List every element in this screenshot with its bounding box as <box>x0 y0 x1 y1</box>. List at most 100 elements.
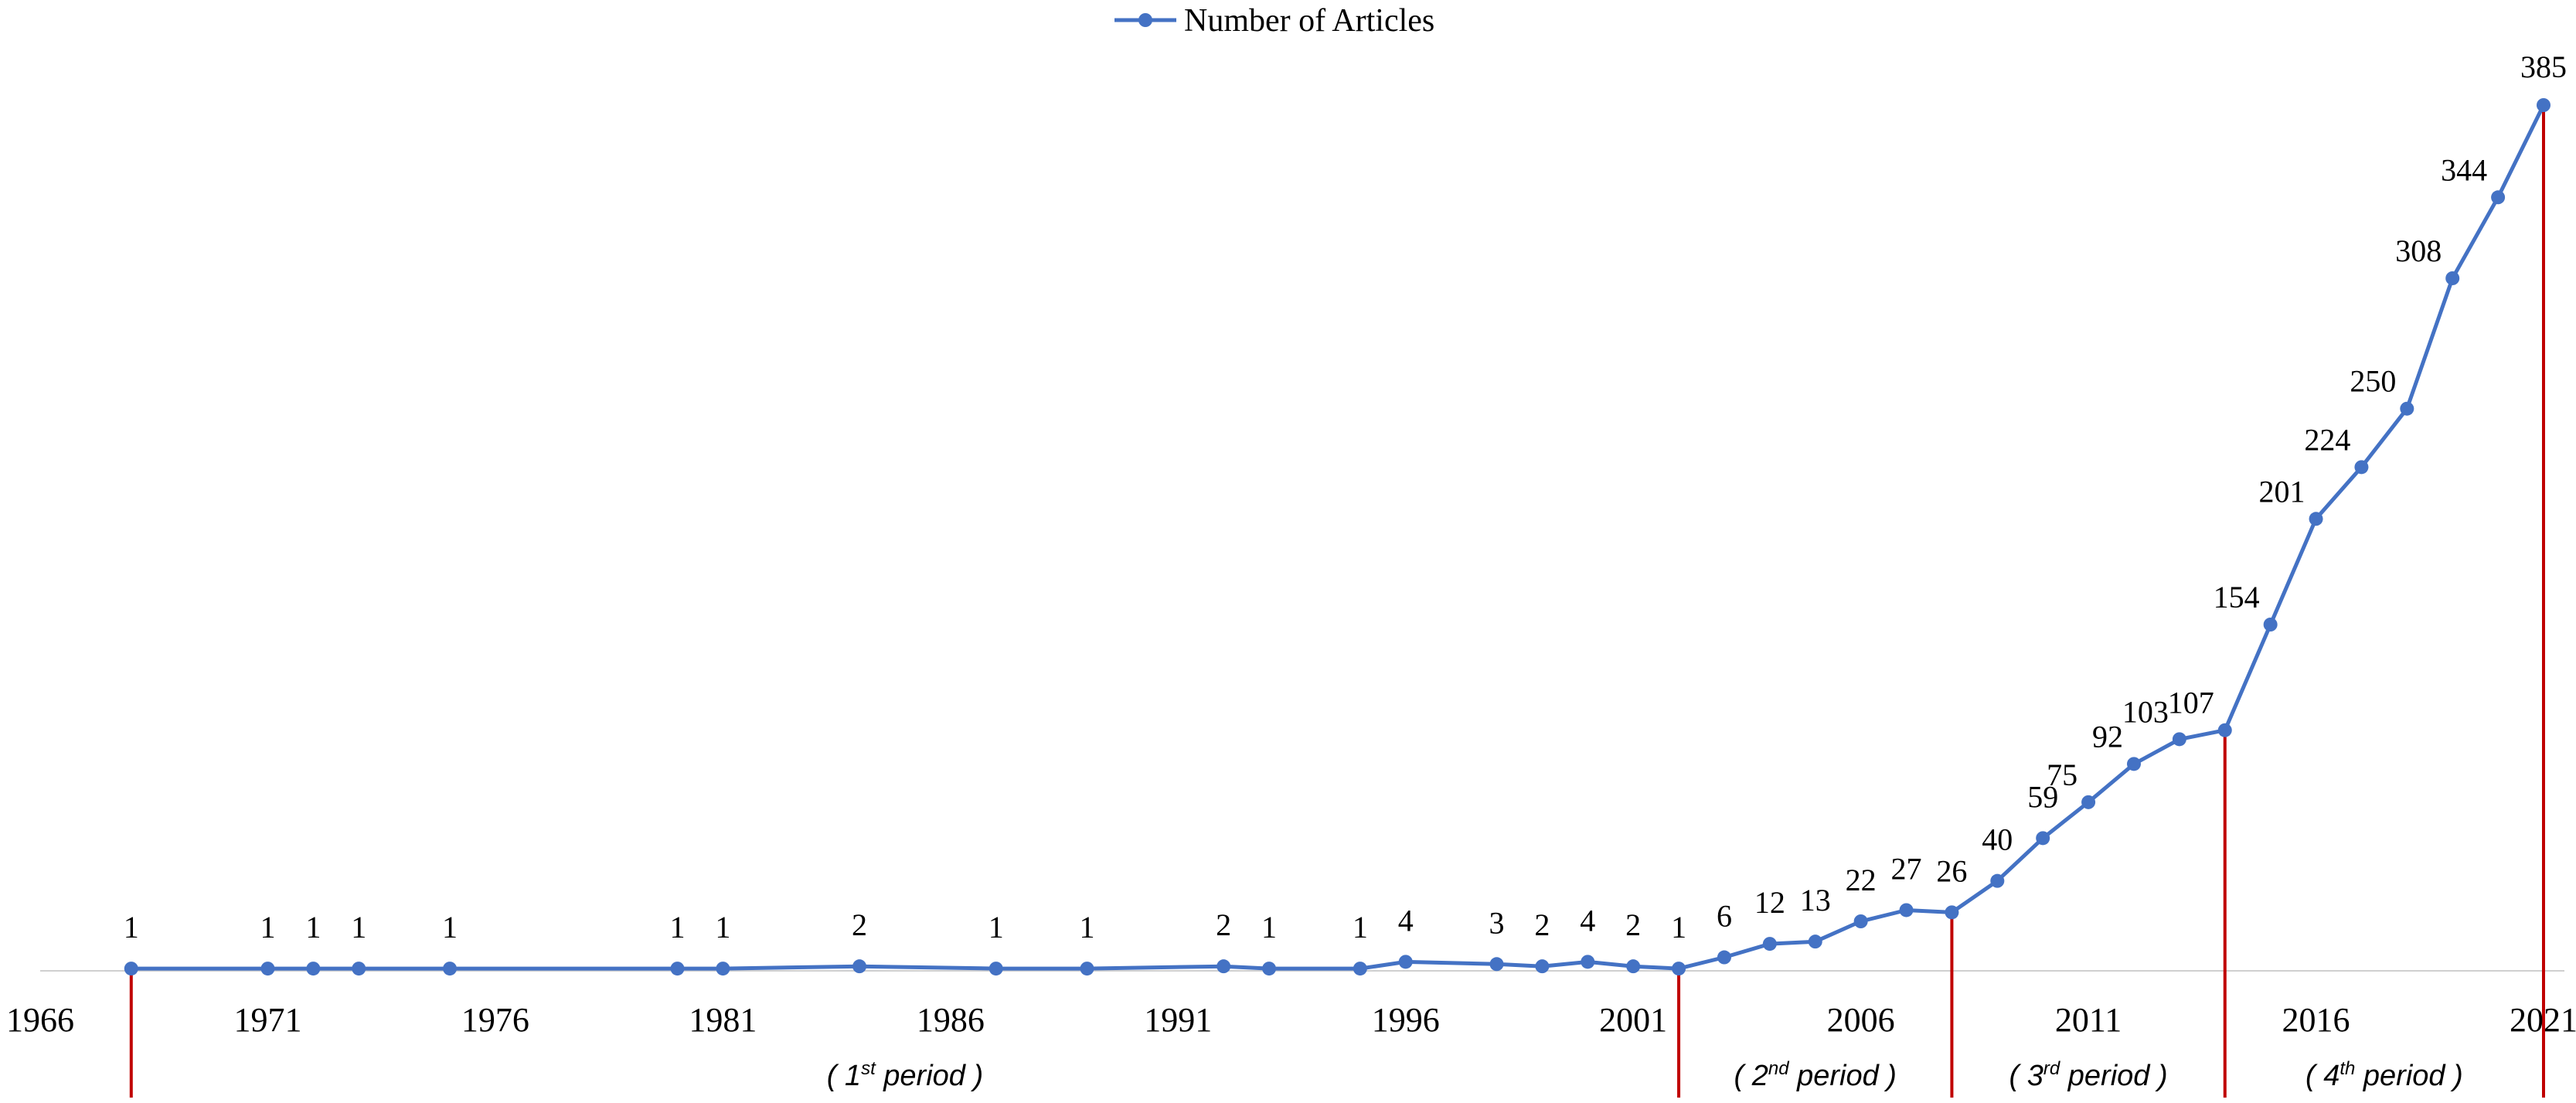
data-point-1984 <box>852 959 867 974</box>
data-point-1995 <box>1353 962 1367 976</box>
data-point-1981 <box>716 962 730 976</box>
data-point-2000 <box>1581 955 1595 969</box>
data-label-2018: 250 <box>2350 364 2396 399</box>
data-label-1980: 1 <box>669 910 685 945</box>
data-label-2014: 107 <box>2168 686 2214 720</box>
data-label-2010: 59 <box>2027 779 2058 814</box>
legend-point-marker <box>1138 13 1152 27</box>
data-point-1999 <box>1535 959 1550 974</box>
data-label-1996: 4 <box>1398 903 1414 938</box>
data-label-1968: 1 <box>124 910 139 945</box>
data-label-1973: 1 <box>351 910 366 945</box>
data-label-2006: 22 <box>1846 863 1877 897</box>
data-point-1992 <box>1217 959 1231 974</box>
data-point-1996 <box>1398 955 1413 969</box>
legend-label: Number of Articles <box>1184 3 1434 39</box>
x-tick-label-1981: 1981 <box>689 1001 757 1039</box>
data-label-2015: 154 <box>2214 580 2260 614</box>
data-point-2015 <box>2263 618 2278 632</box>
x-tick-label-2001: 2001 <box>1599 1001 1667 1039</box>
x-tick-labels: 1966 1971 1976 1981 1986 1991 1996 2001 2006 2011… <box>6 1001 2576 1039</box>
data-label-1975: 1 <box>442 910 458 945</box>
data-label-1972: 1 <box>305 910 321 945</box>
data-point-2018 <box>2400 401 2414 416</box>
data-label-1981: 1 <box>715 910 730 945</box>
data-label-1989: 1 <box>1079 910 1094 945</box>
data-point-2020 <box>2491 190 2506 205</box>
data-point-2006 <box>1853 914 1868 928</box>
data-label-2011: 75 <box>2047 757 2077 792</box>
data-point-2019 <box>2445 271 2460 285</box>
data-label-2016: 201 <box>2259 474 2305 509</box>
x-tick-label-1966: 1966 <box>6 1001 74 1039</box>
data-label-2021: 385 <box>2520 49 2567 84</box>
x-tick-label-2011: 2011 <box>2055 1001 2122 1039</box>
series-number-of-articles <box>124 98 2550 976</box>
x-tick-label-2016: 2016 <box>2282 1001 2350 1039</box>
data-label-1993: 1 <box>1261 910 1277 945</box>
period-labels: ( 1st period ) ( 2nd period ) ( 3rd period… <box>827 1058 2463 1092</box>
data-point-1971 <box>260 962 275 976</box>
data-point-1972 <box>306 962 321 976</box>
data-point-2002 <box>1672 962 1686 976</box>
data-label-2012: 92 <box>2092 719 2123 754</box>
data-point-1987 <box>989 962 1003 976</box>
data-point-2008 <box>1945 905 1959 920</box>
data-label-2013: 103 <box>2122 694 2169 729</box>
data-point-2005 <box>1808 934 1822 949</box>
data-label-2004: 12 <box>1754 885 1785 920</box>
data-label-2020: 344 <box>2441 152 2487 187</box>
data-label-2003: 6 <box>1717 899 1732 934</box>
data-label-1987: 1 <box>989 910 1004 945</box>
data-point-2001 <box>1626 959 1641 974</box>
data-point-2012 <box>2126 757 2141 771</box>
data-label-1995: 1 <box>1353 910 1368 945</box>
x-tick-label-2021: 2021 <box>2510 1001 2576 1039</box>
period-label-4: ( 4th period ) <box>2305 1058 2463 1092</box>
x-tick-label-1986: 1986 <box>917 1001 985 1039</box>
data-label-2008: 26 <box>1936 853 1967 888</box>
period-label-2: ( 2nd period ) <box>1734 1058 1897 1092</box>
data-label-1999: 2 <box>1534 907 1550 942</box>
data-point-2013 <box>2172 732 2186 747</box>
data-point-1973 <box>352 962 366 976</box>
period-label-3: ( 3rd period ) <box>2009 1058 2168 1092</box>
data-point-2021 <box>2537 98 2550 112</box>
period-label-1: ( 1st period ) <box>827 1058 983 1092</box>
data-label-1984: 2 <box>852 907 867 942</box>
x-tick-label-1971: 1971 <box>233 1001 301 1039</box>
data-point-1993 <box>1262 962 1277 976</box>
data-point-2016 <box>2309 512 2323 526</box>
data-label-2000: 4 <box>1580 903 1595 938</box>
data-point-2010 <box>2036 831 2050 846</box>
data-point-2003 <box>1717 950 1731 965</box>
data-label-2001: 2 <box>1625 907 1641 942</box>
data-label-1992: 2 <box>1216 907 1231 942</box>
x-tick-label-1996: 1996 <box>1372 1001 1440 1039</box>
data-point-2004 <box>1762 937 1777 952</box>
data-label-2002: 1 <box>1671 910 1686 945</box>
x-tick-label-1976: 1976 <box>461 1001 529 1039</box>
legend: Number of Articles <box>1114 3 1434 39</box>
data-label-2019: 308 <box>2395 233 2442 268</box>
data-point-2011 <box>2081 795 2096 809</box>
data-label-2009: 40 <box>1982 822 2013 857</box>
data-point-1968 <box>124 962 138 976</box>
data-label-2017: 224 <box>2304 422 2350 457</box>
series-line <box>129 103 2546 971</box>
data-point-2014 <box>2217 723 2232 737</box>
data-label-2005: 13 <box>1800 883 1831 917</box>
data-label-2007: 27 <box>1891 851 1922 886</box>
data-point-2017 <box>2354 460 2369 475</box>
period-dividers <box>129 105 2545 1098</box>
data-point-1998 <box>1489 957 1504 972</box>
data-point-1980 <box>670 962 685 976</box>
data-point-2009 <box>1990 873 2005 888</box>
x-tick-label-1991: 1991 <box>1144 1001 1212 1039</box>
data-label-1998: 3 <box>1489 905 1505 940</box>
data-point-2007 <box>1899 903 1914 917</box>
x-tick-label-2006: 2006 <box>1827 1001 1895 1039</box>
data-label-1971: 1 <box>260 910 275 945</box>
